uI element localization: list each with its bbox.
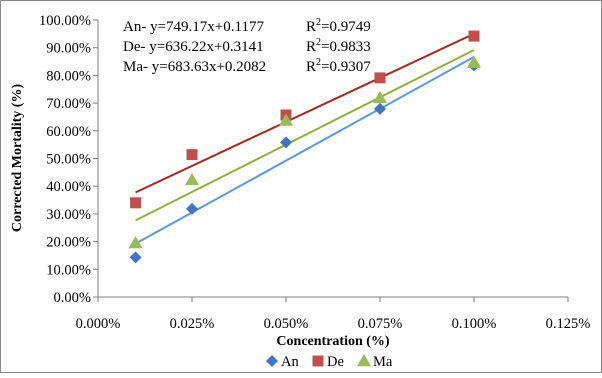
x-tick-label: 0.000% bbox=[76, 316, 121, 332]
data-point-ma bbox=[467, 55, 481, 68]
legend-label-ma: Ma bbox=[373, 354, 393, 370]
legend-marker-ma bbox=[357, 354, 371, 367]
r-squared-ma: R2=0.9307 bbox=[306, 57, 371, 75]
legend-marker-de bbox=[312, 355, 324, 367]
x-axis-ticks: 0.000% 0.025% 0.050% 0.075% 0.100% 0.125% bbox=[76, 297, 591, 332]
data-point-de bbox=[468, 30, 480, 42]
data-markers bbox=[128, 30, 481, 264]
legend-marker-an bbox=[266, 355, 278, 367]
y-tick-label: 70.00% bbox=[46, 96, 91, 112]
y-tick-label: 40.00% bbox=[46, 179, 91, 195]
y-tick-label: 60.00% bbox=[46, 124, 91, 140]
x-tick-label: 0.100% bbox=[452, 316, 497, 332]
data-point-an bbox=[186, 202, 198, 215]
data-point-ma bbox=[185, 172, 199, 186]
trendline-ma bbox=[135, 49, 475, 222]
legend-label-de: De bbox=[327, 354, 344, 370]
y-tick-label: 20.00% bbox=[46, 235, 91, 251]
data-point-an bbox=[129, 251, 142, 264]
equation-ma: Ma- y=683.63x+0.2082 bbox=[123, 59, 266, 75]
equations: An- y=749.17x+0.1177 R2=0.9749 De- y=636.2… bbox=[123, 17, 371, 75]
x-tick-label: 0.025% bbox=[170, 316, 215, 332]
y-tick-label: 30.00% bbox=[46, 207, 91, 223]
x-tick-label: 0.050% bbox=[264, 316, 309, 332]
x-tick-label: 0.075% bbox=[358, 316, 403, 332]
equation-de: De- y=636.22x+0.3141 bbox=[123, 39, 264, 55]
data-point-ma bbox=[128, 235, 143, 249]
data-point-de bbox=[374, 72, 386, 84]
data-point-an bbox=[374, 102, 386, 115]
y-axis-title: Corrected Mortality (%) bbox=[10, 84, 25, 233]
y-tick-label: 100.00% bbox=[39, 13, 91, 29]
y-tick-label: 0.00% bbox=[54, 290, 91, 306]
x-axis-title: Concentration (%) bbox=[276, 334, 389, 349]
data-point-ma bbox=[279, 113, 293, 126]
data-point-de bbox=[186, 149, 198, 161]
data-point-ma bbox=[373, 90, 387, 104]
y-tick-label: 10.00% bbox=[46, 262, 91, 278]
y-tick-label: 90.00% bbox=[46, 41, 91, 57]
legend: An De Ma bbox=[266, 354, 393, 370]
y-tick-label: 80.00% bbox=[46, 68, 91, 84]
equation-an: An- y=749.17x+0.1177 bbox=[123, 19, 264, 35]
trendline-de bbox=[135, 32, 475, 194]
y-tick-label: 50.00% bbox=[46, 152, 91, 168]
r-squared-de: R2=0.9833 bbox=[306, 37, 371, 55]
legend-label-an: An bbox=[281, 354, 299, 370]
x-tick-label: 0.125% bbox=[546, 316, 591, 332]
data-point-de bbox=[130, 197, 142, 209]
y-axis-ticks: 0.00% 10.00% 20.00% 30.00% 40.00% 50.00% 60.00… bbox=[39, 13, 98, 306]
r-squared-an: R2=0.9749 bbox=[306, 17, 371, 35]
data-point-an bbox=[280, 136, 292, 149]
